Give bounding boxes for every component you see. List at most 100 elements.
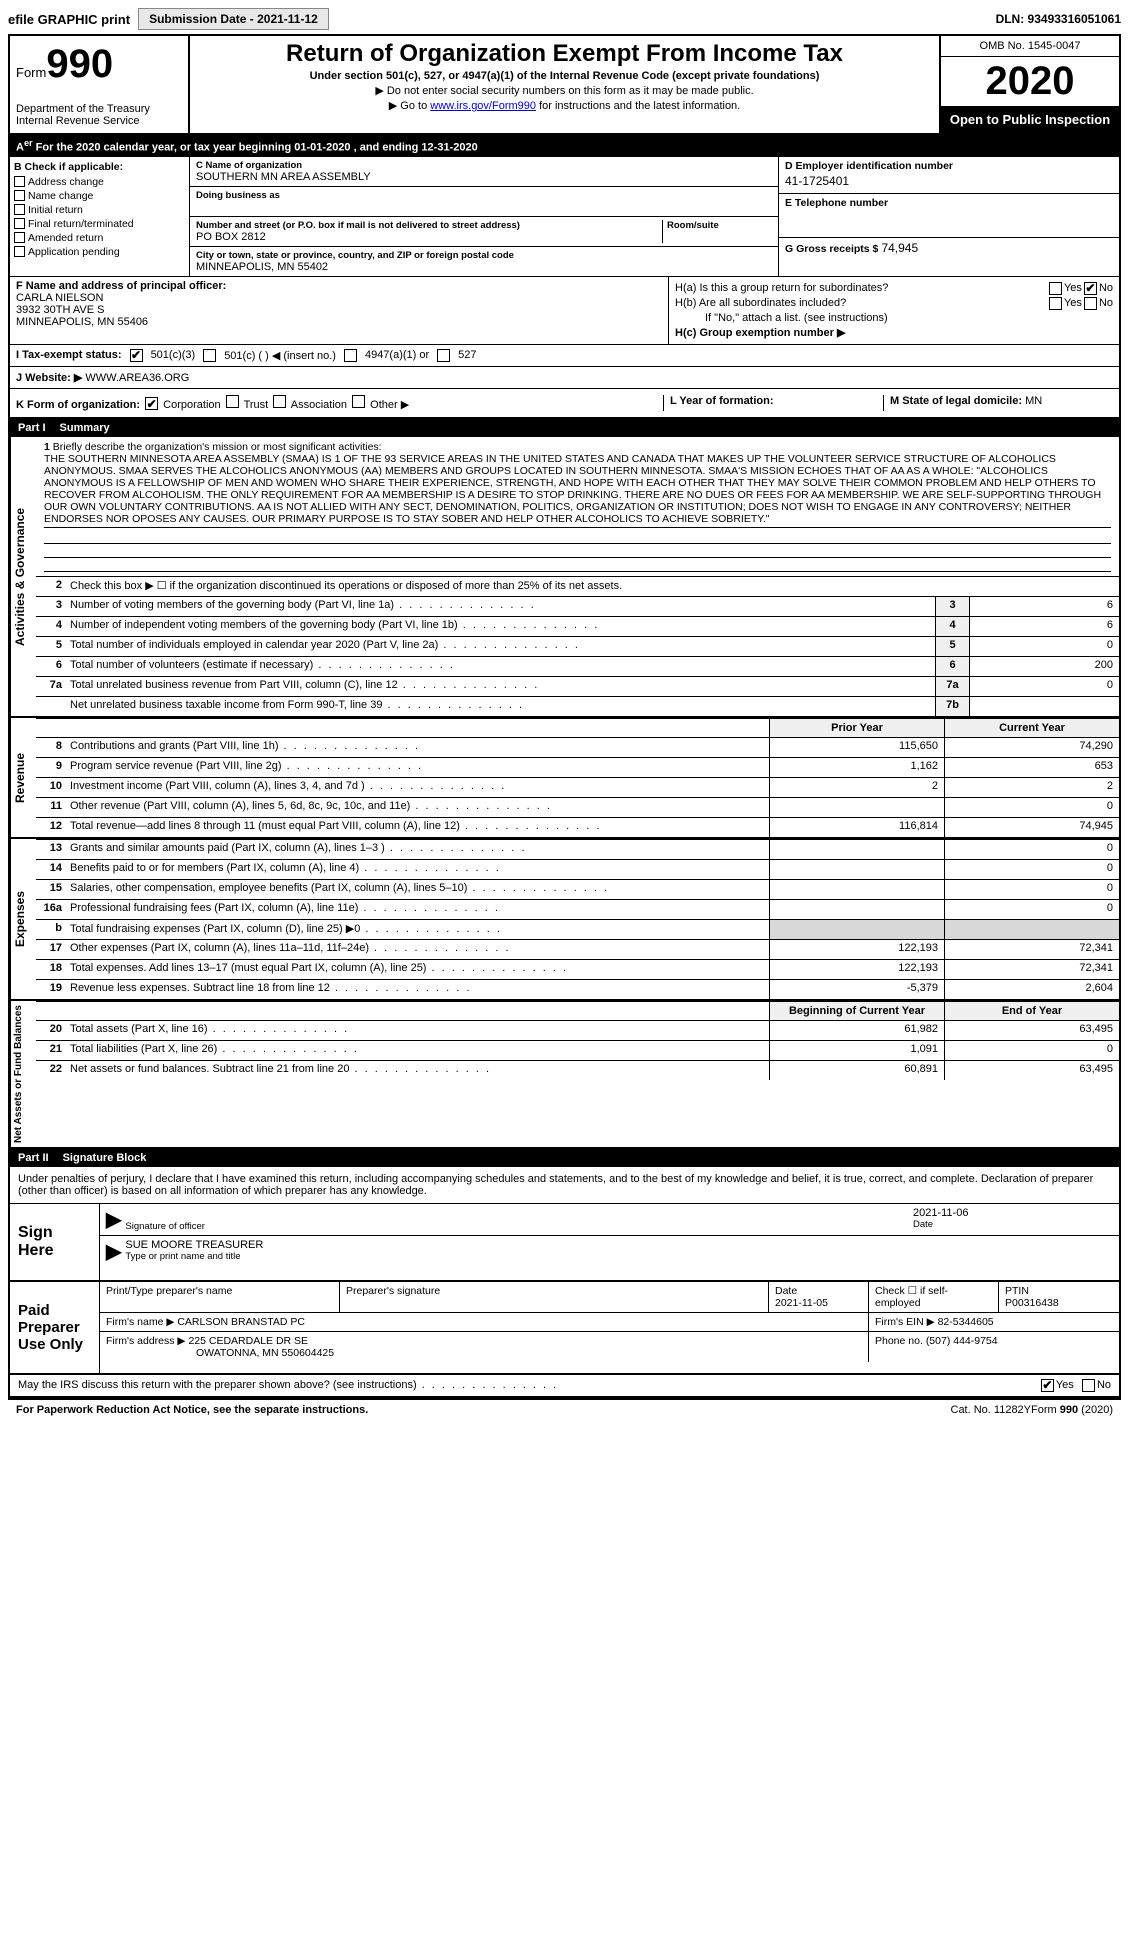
phone-val: (507) 444-9754: [926, 1335, 998, 1347]
curr-value: [944, 920, 1119, 939]
chk-4947[interactable]: [344, 349, 357, 362]
curr-value: 0: [944, 860, 1119, 879]
ein-value: 41-1725401: [785, 172, 1113, 190]
table-row: 18Total expenses. Add lines 13–17 (must …: [36, 959, 1119, 979]
self-employed-hdr: Check ☐ if self-employed: [869, 1282, 999, 1312]
form-org-label: K Form of organization:: [16, 399, 140, 411]
ha-label: H(a) Is this a group return for subordin…: [675, 282, 1047, 294]
sig-name-caption: Type or print name and title: [125, 1251, 1113, 1262]
officer-name: CARLA NIELSON: [16, 292, 662, 304]
preparer-date-hdr: Date: [775, 1285, 862, 1297]
table-row: 16aProfessional fundraising fees (Part I…: [36, 899, 1119, 919]
row-num: 9: [36, 758, 66, 777]
chk-application-pending[interactable]: Application pending: [14, 246, 185, 258]
part-1-title: Summary: [60, 422, 110, 434]
row-f-h: F Name and address of principal officer:…: [10, 277, 1119, 345]
table-row: 11Other revenue (Part VIII, column (A), …: [36, 797, 1119, 817]
row-num: 15: [36, 880, 66, 899]
phone-value: [785, 209, 1113, 213]
row-text: Other revenue (Part VIII, column (A), li…: [66, 798, 769, 817]
hb-label: H(b) Are all subordinates included?: [675, 297, 1047, 309]
part-2-header: Part II Signature Block: [10, 1149, 1119, 1167]
pra-notice: For Paperwork Reduction Act Notice, see …: [16, 1404, 951, 1416]
firm-ein-label: Firm's EIN ▶: [875, 1316, 935, 1328]
chk-address-change[interactable]: Address change: [14, 176, 185, 188]
q6-text: Total number of volunteers (estimate if …: [66, 657, 935, 676]
table-row: 17Other expenses (Part IX, column (A), l…: [36, 939, 1119, 959]
part-2-num: Part II: [18, 1152, 49, 1164]
signature-intro: Under penalties of perjury, I declare th…: [10, 1167, 1119, 1204]
curr-value: 653: [944, 758, 1119, 777]
row-i-exempt-status: I Tax-exempt status: 501(c)(3) 501(c) ( …: [10, 345, 1119, 367]
chk-501c[interactable]: [203, 349, 216, 362]
part-1-num: Part I: [18, 422, 46, 434]
submission-date-button[interactable]: Submission Date - 2021-11-12: [138, 8, 329, 30]
chk-name-change[interactable]: Name change: [14, 190, 185, 202]
website-label: J Website: ▶: [16, 372, 82, 384]
ein-cell: D Employer identification number 41-1725…: [779, 157, 1119, 194]
row-num: 8: [36, 738, 66, 757]
chk-initial-return[interactable]: Initial return: [14, 204, 185, 216]
top-bar: efile GRAPHIC print Submission Date - 20…: [8, 8, 1121, 30]
chk-amended-return[interactable]: Amended return: [14, 232, 185, 244]
chk-527[interactable]: [437, 349, 450, 362]
chk-trust[interactable]: [226, 395, 239, 408]
vert-expenses: Expenses: [10, 839, 36, 999]
ha-no-checkbox[interactable]: [1084, 282, 1097, 295]
col-b-checkboxes: B Check if applicable: Address change Na…: [10, 157, 190, 276]
prior-value: 122,193: [769, 960, 944, 979]
val-5: 0: [969, 637, 1119, 656]
row-text: Net assets or fund balances. Subtract li…: [66, 1061, 769, 1080]
form-990-number: 990: [46, 42, 113, 86]
chk-final-return[interactable]: Final return/terminated: [14, 218, 185, 230]
irs-link[interactable]: www.irs.gov/Form990: [430, 100, 536, 112]
checkbox-icon: [14, 176, 25, 187]
row-text: Program service revenue (Part VIII, line…: [66, 758, 769, 777]
arrow-icon: ▶: [106, 1239, 121, 1264]
officer-addr1: 3932 30TH AVE S: [16, 304, 662, 316]
revenue-section: Revenue Prior Year Current Year 8Contrib…: [10, 718, 1119, 839]
row-num: 20: [36, 1021, 66, 1040]
prior-year-hdr: Prior Year: [769, 719, 944, 737]
preparer-name-hdr: Print/Type preparer's name: [100, 1282, 340, 1312]
sig-name: SUE MOORE TREASURER: [125, 1239, 1113, 1251]
chk-other[interactable]: [352, 395, 365, 408]
row-a-text: For the 2020 calendar year, or tax year …: [36, 142, 478, 154]
discuss-no-checkbox[interactable]: [1082, 1379, 1095, 1392]
efile-label: efile GRAPHIC print: [8, 12, 130, 27]
prior-value: 60,891: [769, 1061, 944, 1080]
mission-text: THE SOUTHERN MINNESOTA AREA ASSEMBLY (SM…: [44, 453, 1111, 528]
form-number: Form990: [16, 42, 182, 87]
sig-officer-caption: Signature of officer: [125, 1221, 913, 1232]
activities-governance-section: Activities & Governance 1 Briefly descri…: [10, 437, 1119, 718]
discuss-yes-checkbox[interactable]: [1041, 1379, 1054, 1392]
row-text: Contributions and grants (Part VIII, lin…: [66, 738, 769, 757]
officer-addr2: MINNEAPOLIS, MN 55406: [16, 316, 662, 328]
q1-num: 1: [44, 441, 50, 453]
q3-text: Number of voting members of the governin…: [66, 597, 935, 616]
sig-date-caption: Date: [913, 1219, 1113, 1230]
netassets-col-headers: Beginning of Current Year End of Year: [36, 1001, 1119, 1020]
vert-netassets: Net Assets or Fund Balances: [10, 1001, 36, 1147]
q5-text: Total number of individuals employed in …: [66, 637, 935, 656]
box-4: 4: [935, 617, 969, 636]
chk-association[interactable]: [273, 395, 286, 408]
hb-yes-checkbox[interactable]: [1049, 297, 1062, 310]
domicile-value: MN: [1025, 395, 1042, 407]
gross-label: G Gross receipts $: [785, 243, 878, 255]
row-text: Total expenses. Add lines 13–17 (must eq…: [66, 960, 769, 979]
header-right: OMB No. 1545-0047 2020 Open to Public In…: [939, 36, 1119, 133]
hb-no-checkbox[interactable]: [1084, 297, 1097, 310]
chk-501c3[interactable]: [130, 349, 143, 362]
chk-corporation[interactable]: [145, 397, 158, 410]
ein-label: D Employer identification number: [785, 160, 1113, 172]
table-row: 22Net assets or fund balances. Subtract …: [36, 1060, 1119, 1080]
row-num: 13: [36, 840, 66, 859]
val-7a: 0: [969, 677, 1119, 696]
mission-block: 1 Briefly describe the organization's mi…: [36, 437, 1119, 576]
ha-yes-checkbox[interactable]: [1049, 282, 1062, 295]
department-label: Department of the Treasury Internal Reve…: [16, 103, 182, 127]
sig-date: 2021-11-06: [913, 1207, 1113, 1219]
ptin-hdr: PTIN: [1005, 1285, 1113, 1297]
row-text: Benefits paid to or for members (Part IX…: [66, 860, 769, 879]
